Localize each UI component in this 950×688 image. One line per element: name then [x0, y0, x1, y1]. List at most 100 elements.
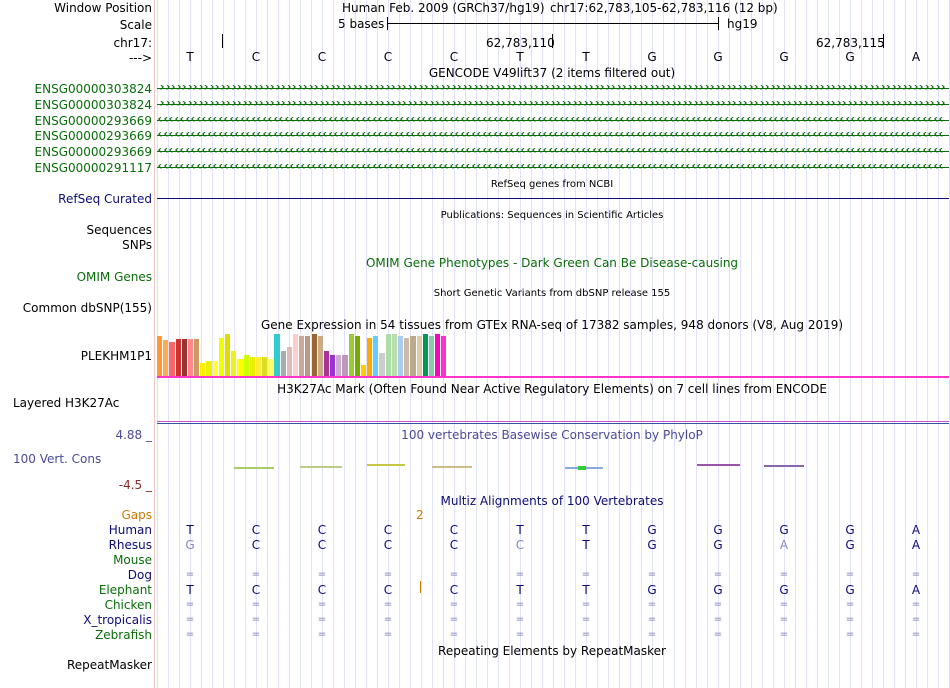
gtex-tissue-bar[interactable] — [299, 336, 305, 376]
multiz-base: = — [383, 569, 393, 580]
gencode-gene-label[interactable]: ENSG00000303824 — [34, 82, 152, 96]
gtex-tissue-bar[interactable] — [237, 359, 243, 376]
gtex-tissue-bar[interactable] — [441, 336, 447, 376]
refseq-line[interactable] — [157, 198, 949, 199]
strand-chevron — [158, 116, 164, 122]
phylop-label[interactable]: 100 Vert. Cons — [13, 452, 102, 466]
gtex-tissue-bar[interactable] — [231, 351, 237, 376]
gtex-tissue-bar[interactable] — [243, 355, 249, 376]
gtex-tissue-bar[interactable] — [224, 334, 231, 376]
multiz-track-title[interactable]: Multiz Alignments of 100 Vertebrates — [440, 494, 664, 508]
omim-track-title[interactable]: OMIM Gene Phenotypes - Dark Green Can Be… — [365, 256, 739, 270]
refseq-track-title[interactable]: RefSeq genes from NCBI — [490, 179, 614, 190]
gtex-gene-label[interactable]: PLEKHM1P1 — [80, 349, 152, 363]
gtex-tissue-bar[interactable] — [169, 342, 175, 376]
gtex-tissue-bar[interactable] — [342, 355, 348, 376]
gencode-gene-label[interactable]: ENSG00000293669 — [34, 145, 152, 160]
repeatmasker-label[interactable]: RepeatMasker — [66, 658, 152, 672]
dbsnp-label[interactable]: Common dbSNP(155) — [22, 301, 152, 315]
dbsnp-track-title[interactable]: Short Genetic Variants from dbSNP releas… — [433, 288, 671, 299]
gtex-tissue-bar[interactable] — [323, 351, 330, 376]
strand-chevron — [411, 116, 417, 122]
gtex-tissue-bar[interactable] — [404, 338, 410, 376]
multiz-species-label[interactable]: Elephant — [98, 583, 152, 597]
gencode-track-title[interactable]: GENCODE V49lift37 (2 items filtered out) — [428, 66, 676, 80]
gtex-tissue-bar[interactable] — [330, 355, 336, 376]
sequences-label[interactable]: Sequences — [86, 223, 152, 237]
gtex-tissue-bar[interactable] — [212, 361, 218, 376]
gencode-gene-line[interactable] — [157, 103, 949, 105]
multiz-species-label[interactable]: Chicken — [104, 598, 152, 612]
strand-chevron — [455, 164, 461, 169]
gtex-tissue-bar[interactable] — [360, 365, 367, 376]
gtex-tissue-bar[interactable] — [274, 334, 280, 376]
gtex-track-title[interactable]: Gene Expression in 54 tissues from GTEx … — [260, 318, 844, 332]
gtex-tissue-bar[interactable] — [354, 336, 360, 376]
gaps-label[interactable]: Gaps — [121, 508, 152, 522]
gtex-tissue-bar[interactable] — [410, 336, 416, 376]
gencode-gene-line[interactable] — [157, 119, 949, 121]
gtex-tissue-bar[interactable] — [348, 334, 354, 376]
multiz-species-label[interactable]: Human — [108, 523, 152, 537]
h3k27ac-track-title[interactable]: H3K27Ac Mark (Often Found Near Active Re… — [277, 382, 827, 396]
gtex-tissue-bar[interactable] — [305, 336, 311, 376]
gtex-tissue-bar[interactable] — [218, 338, 224, 376]
gtex-tissue-bar[interactable] — [268, 359, 274, 376]
gencode-gene-label[interactable]: ENSG00000293669 — [34, 129, 152, 144]
gencode-gene-line[interactable] — [157, 151, 949, 153]
gtex-tissue-bar[interactable] — [181, 339, 187, 376]
gtex-tissue-bar[interactable] — [262, 357, 268, 376]
gtex-tissue-bar[interactable] — [373, 336, 379, 376]
gencode-gene-label[interactable]: ENSG00000291117 — [34, 161, 152, 175]
gtex-tissue-bar[interactable] — [422, 334, 428, 376]
strand-chevron — [609, 116, 615, 122]
strand-chevron — [917, 116, 923, 122]
gtex-tissue-bar[interactable] — [175, 339, 181, 376]
assembly-text[interactable]: Human Feb. 2009 (GRCh37/hg19) — [342, 1, 545, 15]
gtex-tissue-bar[interactable] — [391, 334, 397, 376]
position-text[interactable]: chr17:62,783,105-62,783,116 (12 bp) — [550, 1, 778, 15]
gtex-tissue-bar[interactable] — [163, 340, 169, 376]
gtex-tissue-bar[interactable] — [435, 334, 441, 376]
gencode-gene-line[interactable] — [157, 135, 949, 137]
gtex-tissue-bar[interactable] — [292, 334, 299, 376]
gtex-tissue-bar[interactable] — [428, 336, 435, 376]
multiz-species-label[interactable]: Mouse — [113, 553, 152, 567]
gtex-tissue-bar[interactable] — [416, 336, 422, 376]
multiz-species-label[interactable]: Dog — [127, 568, 152, 582]
gtex-tissue-bar[interactable] — [187, 339, 194, 376]
gtex-tissue-bar[interactable] — [367, 338, 373, 376]
refseq-label[interactable]: RefSeq Curated — [58, 192, 152, 206]
strand-chevron — [807, 116, 813, 122]
multiz-species-label[interactable]: Zebrafish — [95, 628, 152, 642]
snps-label[interactable]: SNPs — [122, 238, 152, 252]
gencode-gene-line[interactable] — [157, 167, 949, 168]
publications-track-title[interactable]: Publications: Sequences in Scientific Ar… — [440, 210, 664, 221]
gtex-tissue-bar[interactable] — [286, 347, 292, 376]
gtex-tissue-bar[interactable] — [336, 355, 342, 376]
multiz-species-label[interactable]: X_tropicalis — [83, 613, 152, 627]
omim-label[interactable]: OMIM Genes — [76, 270, 152, 284]
gtex-tissue-bar[interactable] — [200, 363, 206, 376]
gencode-gene-label[interactable]: ENSG00000303824 — [34, 97, 152, 112]
gtex-tissue-bar[interactable] — [194, 339, 200, 376]
repeatmasker-track-title[interactable]: Repeating Elements by RepeatMasker — [438, 644, 666, 658]
gencode-gene-line[interactable] — [157, 88, 949, 89]
strand-chevron — [862, 148, 868, 154]
gtex-tissue-bar[interactable] — [249, 357, 255, 376]
gtex-tissue-bar[interactable] — [255, 357, 262, 376]
gtex-tissue-bar[interactable] — [398, 336, 404, 376]
gtex-tissue-bar[interactable] — [311, 334, 317, 376]
scale-db-text: hg19 — [727, 17, 758, 31]
gtex-tissue-bar[interactable] — [317, 336, 323, 376]
gtex-tissue-bar[interactable] — [280, 351, 286, 376]
gtex-tissue-bar[interactable] — [206, 361, 212, 376]
multiz-species-label[interactable]: Rhesus — [108, 538, 152, 552]
gtex-tissue-bar[interactable] — [379, 353, 385, 376]
gencode-gene-label[interactable]: ENSG00000293669 — [34, 113, 152, 128]
strand-chevron — [411, 132, 417, 138]
phylop-track-title[interactable]: 100 vertebrates Basewise Conservation by… — [401, 428, 703, 442]
gtex-tissue-bar[interactable] — [157, 336, 163, 376]
h3k27ac-label[interactable]: Layered H3K27Ac — [13, 396, 120, 410]
gtex-tissue-bar[interactable] — [385, 334, 391, 376]
